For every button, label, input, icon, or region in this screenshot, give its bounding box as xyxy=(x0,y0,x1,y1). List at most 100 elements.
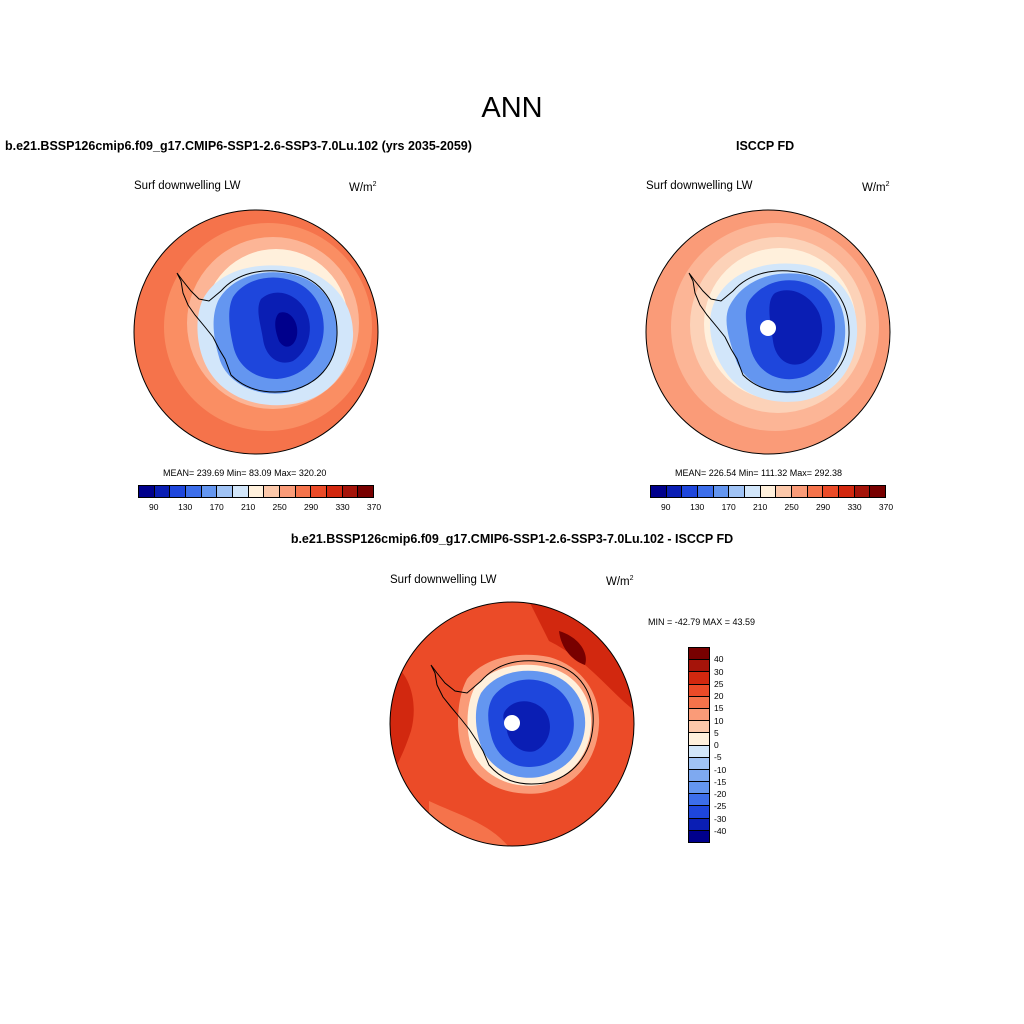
colorbar-tick-label: 0 xyxy=(714,740,719,750)
top-right-polar-map xyxy=(645,209,891,455)
top-left-variable-label: Surf downwelling LW xyxy=(134,180,241,192)
diff-colorbar-ticks: 40 30 25 20 15 10 5 0 -5 -10 -15 -20 -25 -30 -40 xyxy=(714,647,744,843)
top-right-stats: MEAN= 226.54 Min= 111.32 Max= 292.38 xyxy=(675,468,843,478)
map-border xyxy=(645,209,891,455)
continent-field-min xyxy=(275,312,298,347)
colorbar-tick-label: 250 xyxy=(784,502,799,512)
map-border xyxy=(133,209,379,455)
colorbar-swatch xyxy=(689,782,709,795)
colorbar-swatch xyxy=(689,818,709,831)
colorbar-swatch xyxy=(689,708,709,722)
colorbar-swatch xyxy=(651,486,667,497)
top-right-variable-label: Surf downwelling LW xyxy=(646,180,753,192)
colorbar-swatch xyxy=(689,672,709,685)
map-border xyxy=(389,601,635,847)
colorbar-swatch xyxy=(311,486,328,497)
colorbar-tick-label: 330 xyxy=(335,502,350,512)
colorbar-swatch xyxy=(689,769,709,783)
continent-field-core xyxy=(769,290,823,365)
colorbar-tick-label: 40 xyxy=(714,654,724,665)
top-right-units: W/m2 xyxy=(862,181,890,194)
top-right-colorbar-ticks: 90 130 170 210 250 290 330 370 xyxy=(650,502,893,514)
colorbar-swatch xyxy=(713,486,730,497)
colorbar-tick-label: 30 xyxy=(714,666,724,677)
colorbar-tick-label: 20 xyxy=(714,691,724,701)
colorbar-swatch xyxy=(689,684,709,697)
figure-title: ANN xyxy=(481,92,543,124)
colorbar-tick-label: 5 xyxy=(714,727,719,738)
colorbar-swatch xyxy=(358,486,374,497)
colorbar-tick-label: -30 xyxy=(714,813,727,824)
pole-hole xyxy=(760,320,776,336)
top-left-colorbar xyxy=(138,485,374,498)
colorbar-swatch xyxy=(666,486,683,497)
colorbar-swatch xyxy=(217,486,234,497)
bottom-stats: MIN = -42.79 MAX = 43.59 xyxy=(648,617,756,627)
colorbar-swatch xyxy=(689,806,709,819)
colorbar-swatch xyxy=(745,486,761,497)
top-right-colorbar xyxy=(650,485,886,498)
colorbar-swatch xyxy=(139,486,155,497)
colorbar-tick-label: -15 xyxy=(714,776,727,787)
colorbar-swatch xyxy=(233,486,249,497)
colorbar-tick-label: 15 xyxy=(714,703,724,714)
colorbar-tick-label: 90 xyxy=(660,502,671,512)
colorbar-swatch xyxy=(264,486,281,497)
top-left-panel-title: b.e21.BSSP126cmip6.f09_g17.CMIP6-SSP1-2.… xyxy=(5,139,472,153)
bottom-units: W/m2 xyxy=(606,575,634,588)
colorbar-tick-label: 250 xyxy=(272,502,287,512)
colorbar-swatch xyxy=(682,486,699,497)
bottom-panel-title: b.e21.BSSP126cmip6.f09_g17.CMIP6-SSP1-2.… xyxy=(290,532,734,546)
colorbar-swatch xyxy=(689,660,709,673)
top-right-panel-title: ISCCP FD xyxy=(736,139,795,153)
diff-field-patch xyxy=(390,661,414,781)
colorbar-swatch xyxy=(698,486,714,497)
colorbar-tick-label: 90 xyxy=(148,502,159,512)
top-left-units: W/m2 xyxy=(349,181,377,194)
colorbar-swatch xyxy=(839,486,855,497)
diff-colorbar xyxy=(688,647,710,843)
colorbar-swatch xyxy=(186,486,202,497)
colorbar-swatch xyxy=(689,830,709,842)
colorbar-tick-label: 10 xyxy=(714,715,724,726)
colorbar-tick-label: -10 xyxy=(714,764,727,775)
colorbar-swatch xyxy=(823,486,840,497)
top-left-polar-map xyxy=(133,209,379,455)
colorbar-tick-label: 210 xyxy=(753,502,768,512)
bottom-polar-map xyxy=(389,601,635,847)
colorbar-swatch xyxy=(689,794,709,807)
top-left-colorbar-ticks: 90 130 170 210 250 290 330 370 xyxy=(138,502,381,514)
colorbar-tick-label: -5 xyxy=(714,752,722,763)
colorbar-tick-label: 290 xyxy=(303,502,319,512)
colorbar-swatch xyxy=(295,486,312,497)
colorbar-swatch xyxy=(689,757,709,770)
colorbar-swatch xyxy=(689,733,709,746)
antarctica-coastline xyxy=(688,270,850,393)
colorbar-swatch xyxy=(854,486,871,497)
colorbar-tick-label: 130 xyxy=(690,502,705,512)
bottom-variable-label: Surf downwelling LW xyxy=(390,574,497,586)
colorbar-swatch xyxy=(870,486,886,497)
colorbar-tick-label: -20 xyxy=(714,789,727,799)
colorbar-swatch xyxy=(689,648,709,661)
colorbar-swatch xyxy=(201,486,218,497)
colorbar-swatch xyxy=(792,486,808,497)
colorbar-swatch xyxy=(280,486,296,497)
colorbar-swatch xyxy=(248,486,265,497)
colorbar-tick-label: 170 xyxy=(721,502,736,512)
top-left-stats: MEAN= 239.69 Min= 83.09 Max= 320.20 xyxy=(163,468,327,478)
colorbar-swatch xyxy=(776,486,793,497)
diff-field-min xyxy=(503,701,550,752)
diff-field-max xyxy=(559,631,586,665)
colorbar-swatch xyxy=(729,486,746,497)
colorbar-tick-label: 370 xyxy=(366,502,382,512)
colorbar-tick-label: -25 xyxy=(714,801,727,812)
colorbar-tick-label: 370 xyxy=(878,502,894,512)
colorbar-tick-label: 330 xyxy=(847,502,862,512)
colorbar-swatch xyxy=(342,486,359,497)
colorbar-tick-label: 290 xyxy=(815,502,831,512)
colorbar-swatch xyxy=(689,721,709,734)
colorbar-swatch xyxy=(807,486,824,497)
colorbar-swatch xyxy=(327,486,343,497)
antarctica-coastline xyxy=(176,270,338,393)
